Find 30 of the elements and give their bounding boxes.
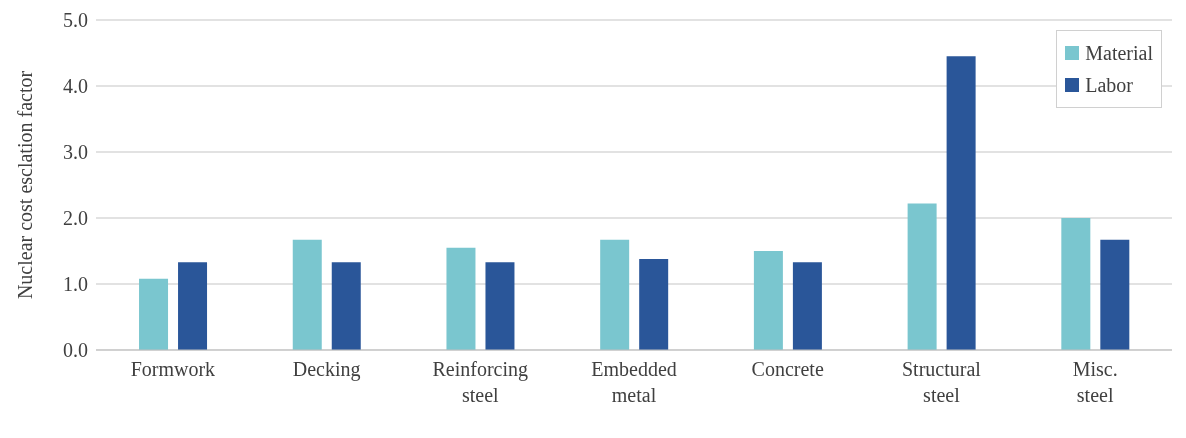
y-tick-label: 0.0: [63, 339, 88, 362]
x-tick-label: Decking: [292, 358, 361, 381]
legend-label: Material: [1085, 41, 1153, 66]
x-tick-label: Misc. steel: [1072, 358, 1118, 406]
bar: [907, 203, 937, 350]
x-tick-label: Formwork: [130, 358, 216, 380]
bar: [792, 262, 822, 350]
bar: [485, 262, 515, 350]
bar: [139, 278, 169, 350]
bar: [946, 56, 976, 350]
y-tick-label: 3.0: [63, 141, 88, 164]
bar: [446, 247, 476, 350]
x-tick-label: Reinforcing steel: [432, 358, 529, 406]
x-tick-label: Structural steel: [901, 358, 982, 406]
bar: [753, 251, 783, 350]
y-axis-title: Nuclear cost esclation factor: [14, 70, 37, 300]
bar: [600, 239, 630, 350]
bar: [1100, 239, 1130, 350]
bar: [178, 262, 208, 350]
bar: [292, 239, 322, 350]
y-tick-label: 1.0: [63, 273, 88, 296]
bar: [1061, 218, 1091, 350]
y-tick-label: 2.0: [63, 207, 88, 230]
y-tick-label: 4.0: [63, 75, 88, 98]
x-tick-label: Embedded metal: [591, 358, 677, 406]
x-tick-label: Concrete: [751, 358, 824, 380]
bar: [331, 262, 361, 350]
y-tick-label: 5.0: [63, 9, 88, 32]
bar: [639, 258, 669, 350]
legend-label: Labor: [1085, 73, 1134, 98]
